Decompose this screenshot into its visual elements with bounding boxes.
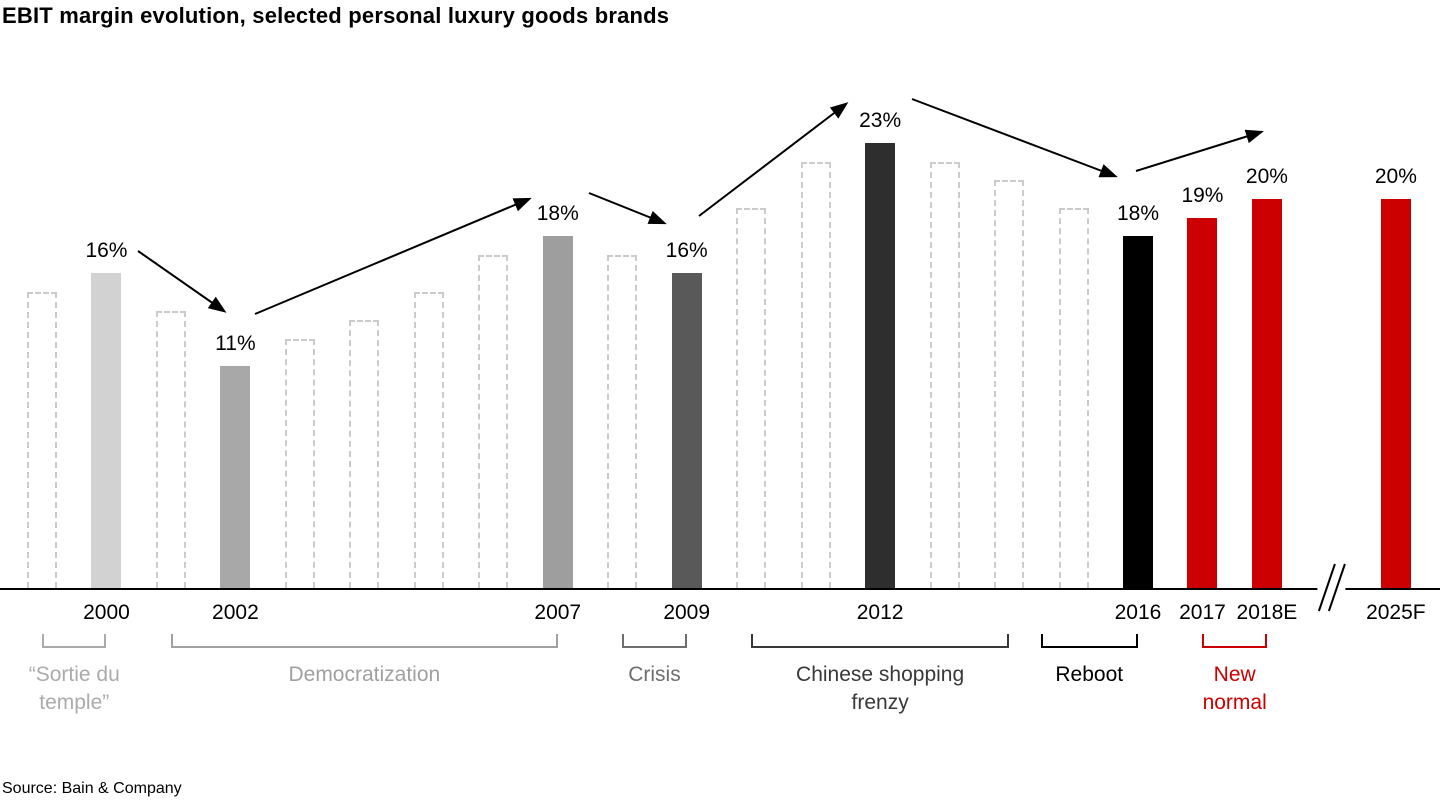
era-label-4: Reboot xyxy=(949,661,1229,689)
bar-2025F xyxy=(1380,199,1411,588)
value-label-2018E: 20% xyxy=(1245,165,1288,188)
era-label-line: Chinese shopping xyxy=(796,663,965,686)
bar-2017 xyxy=(1187,217,1218,588)
era-bracket-2001-2007 xyxy=(170,634,558,648)
era-label-3: Chinese shopping frenzy xyxy=(740,661,1020,717)
bar-2009 xyxy=(671,273,702,588)
bar-2010 xyxy=(736,208,767,588)
era-label-line: Democratization xyxy=(288,663,441,686)
bar-2015 xyxy=(1058,208,1089,588)
bar-2003 xyxy=(284,338,315,588)
bar-2012 xyxy=(865,143,896,588)
year-label-2012: 2012 xyxy=(856,601,904,624)
era-label-line: Reboot xyxy=(1055,663,1124,686)
era-bracket-2017-2018E xyxy=(1202,634,1267,648)
source-note: Source: Bain & Company xyxy=(2,780,182,797)
era-label-line: “Sortie du xyxy=(28,663,120,686)
era-label-line: normal xyxy=(1202,691,1267,714)
bar-2004 xyxy=(349,319,380,588)
era-label-2: Crisis xyxy=(514,661,794,689)
bar-2007 xyxy=(542,236,573,588)
value-label-2017: 19% xyxy=(1181,183,1224,207)
chart-title: EBIT margin evolution, selected personal… xyxy=(2,3,670,28)
bar-2016 xyxy=(1122,236,1153,588)
bar-2008 xyxy=(607,254,638,588)
era-label-line: New xyxy=(1213,663,1256,686)
value-label-2009: 16% xyxy=(665,239,708,263)
era-label-0: “Sortie du temple” xyxy=(0,661,214,717)
era-label-1: Democratization xyxy=(224,661,504,689)
bar-2002 xyxy=(220,366,251,588)
value-label-2007: 18% xyxy=(536,202,579,226)
era-label-5: New normal xyxy=(1095,661,1375,717)
era-bracket-2010-2014 xyxy=(751,634,1010,648)
year-label-2025F: 2025F xyxy=(1366,601,1426,624)
value-label-2000: 16% xyxy=(85,239,128,263)
value-label-2002: 11% xyxy=(215,332,256,356)
era-bracket-1999-2000 xyxy=(42,634,107,648)
bar-2006 xyxy=(478,254,509,588)
bar-1999 xyxy=(27,292,57,588)
era-bracket-2015-2016 xyxy=(1040,634,1138,648)
value-label-2025F: 20% xyxy=(1374,165,1417,188)
year-label-2000: 2000 xyxy=(83,601,130,624)
bar-2001 xyxy=(155,310,186,588)
year-label-2002: 2002 xyxy=(212,601,259,624)
bar-2014 xyxy=(994,180,1025,588)
value-label-2016: 18% xyxy=(1116,202,1159,226)
era-bracket-2008-2009 xyxy=(622,634,687,648)
year-label-2016: 2016 xyxy=(1114,601,1162,624)
bar-2018E xyxy=(1251,199,1282,588)
year-label-2009: 2009 xyxy=(663,601,711,624)
era-label-line: temple” xyxy=(39,691,110,714)
era-label-line: frenzy xyxy=(851,691,909,714)
bar-2013 xyxy=(929,161,960,588)
x-axis-line xyxy=(0,588,1440,590)
year-label-2018E: 2018E xyxy=(1236,601,1298,624)
bar-2005 xyxy=(413,292,444,588)
era-label-line: Crisis xyxy=(628,663,681,686)
bar-2000 xyxy=(91,273,122,588)
bar-2011 xyxy=(800,161,831,588)
value-label-2012: 23% xyxy=(859,109,902,133)
year-label-2017: 2017 xyxy=(1179,601,1226,624)
year-label-2007: 2007 xyxy=(534,601,582,624)
